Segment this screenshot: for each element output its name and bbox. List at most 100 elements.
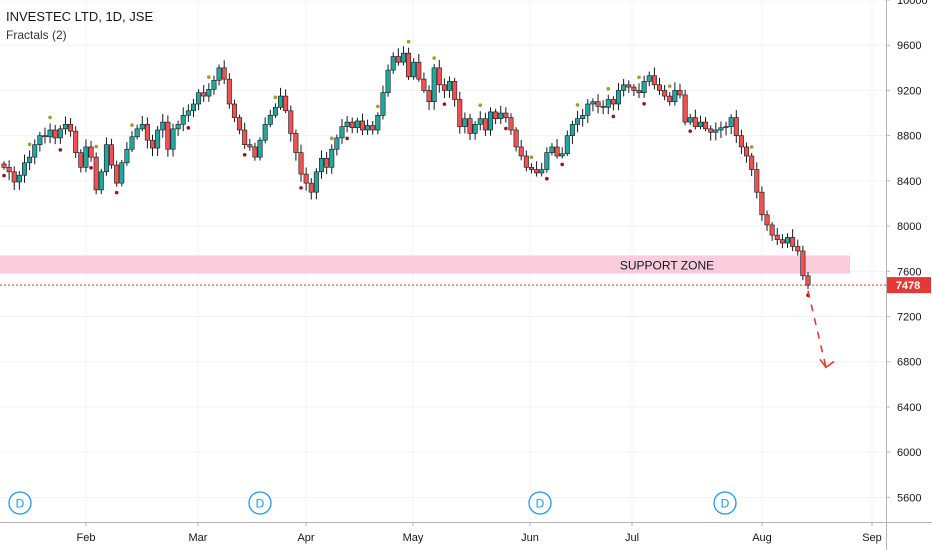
candle-body [114, 164, 120, 184]
fractal-down-marker [611, 114, 616, 119]
candle-body [534, 169, 540, 174]
fractal-up-marker [529, 155, 534, 160]
candle-body [513, 129, 519, 148]
candle-body [493, 111, 499, 119]
candle-body [150, 139, 156, 149]
candle-body [242, 129, 248, 145]
fractal-up-marker [749, 145, 754, 149]
dividend-badge[interactable]: D [8, 491, 32, 515]
candle-body [610, 99, 616, 105]
candle-body [73, 130, 79, 153]
x-tick-label: Sep [862, 532, 882, 544]
candle-body [103, 144, 109, 173]
y-tick-label: 6400 [897, 402, 921, 414]
candle-body [641, 81, 647, 93]
fractal-down-marker [688, 129, 693, 133]
candle-body [503, 112, 509, 118]
fractal-down-marker [2, 173, 6, 178]
candle-body [621, 84, 627, 91]
chart-legend: INVESTEC LTD, 1D, JSE Fractals (2) [6, 8, 153, 44]
candle-body [487, 111, 493, 131]
candle-body [718, 127, 724, 131]
candle-body [564, 135, 570, 155]
y-tick-label: 10000 [897, 0, 928, 7]
candle-body [237, 117, 243, 131]
candle-body [370, 125, 376, 131]
candle-body [697, 121, 703, 127]
candle-body [800, 250, 806, 277]
candle-body [98, 171, 104, 191]
x-tick-label: Mar [189, 532, 208, 544]
candle-body [467, 118, 473, 134]
y-axis-ticks: 5600 6000 6400 6800 7200 7600 8000 8400 8800 9200… [886, 0, 928, 504]
candle-body [262, 124, 268, 141]
indicator-label[interactable]: Fractals (2) [6, 28, 67, 42]
dividend-badge-label: D [16, 497, 25, 511]
dividend-badge[interactable]: D [713, 491, 737, 515]
candlestick-series [1, 46, 811, 290]
candle-body [339, 126, 345, 139]
fractal-up-marker [376, 104, 380, 109]
x-axis-ticks: Feb Mar Apr May Jun Jul Aug Sep [77, 522, 882, 544]
candle-body [539, 169, 545, 174]
candle-body [124, 148, 130, 164]
candle-body [518, 146, 524, 157]
candle-body [221, 67, 227, 80]
last-price-badge-bg [887, 277, 931, 294]
dividend-badge[interactable]: D [528, 491, 552, 515]
candle-body [395, 56, 401, 63]
x-tick-label: Feb [77, 532, 96, 544]
candle-body [134, 128, 140, 138]
candle-body [27, 156, 33, 164]
candle-body [733, 117, 739, 136]
candle-body [319, 157, 325, 173]
candle-body [1, 163, 7, 168]
fractal-down-marker [114, 190, 119, 195]
candle-body [380, 92, 386, 116]
candle-body [738, 135, 744, 148]
candle-body [754, 169, 760, 193]
candle-body [580, 115, 586, 119]
dividend-badge-circle [248, 491, 272, 515]
candle-body [62, 124, 68, 130]
symbol-title[interactable]: INVESTEC LTD, 1D, JSE [6, 9, 154, 24]
candle-body [175, 124, 181, 130]
candle-body [482, 118, 488, 131]
candle-body [390, 56, 396, 71]
projection-arrowhead [819, 358, 835, 369]
y-tick-label: 8400 [897, 176, 921, 188]
candle-body [672, 90, 678, 103]
y-tick-label: 6000 [897, 447, 921, 459]
candle-body [293, 133, 299, 153]
candle-body [523, 155, 529, 168]
candle-body [554, 146, 560, 157]
candle-body [375, 115, 381, 131]
candle-body [441, 84, 447, 91]
dividend-badge-circle [528, 491, 552, 515]
candle-body [723, 126, 729, 129]
support-zone-label: SUPPORT ZONE [620, 259, 714, 273]
candle-body [109, 144, 115, 166]
fractal-up-marker [637, 75, 641, 80]
fractal-markers [2, 39, 810, 297]
candle-body [283, 95, 289, 112]
fractal-up-marker [329, 136, 334, 141]
candle-body [298, 152, 304, 175]
candle-body [170, 128, 176, 150]
candle-body [385, 69, 391, 93]
candle-body [759, 191, 765, 216]
candle-body [206, 89, 212, 97]
dividend-badge[interactable]: D [248, 491, 272, 515]
fractal-up-marker [273, 95, 278, 100]
candle-body [477, 118, 483, 125]
candle-body [585, 103, 591, 116]
fractal-up-marker [48, 115, 52, 120]
candle-body [16, 174, 22, 183]
candle-body [575, 118, 581, 125]
candle-body [544, 152, 550, 170]
candle-body [324, 157, 330, 168]
candle-body [805, 275, 811, 286]
y-tick-label: 7200 [897, 312, 921, 324]
